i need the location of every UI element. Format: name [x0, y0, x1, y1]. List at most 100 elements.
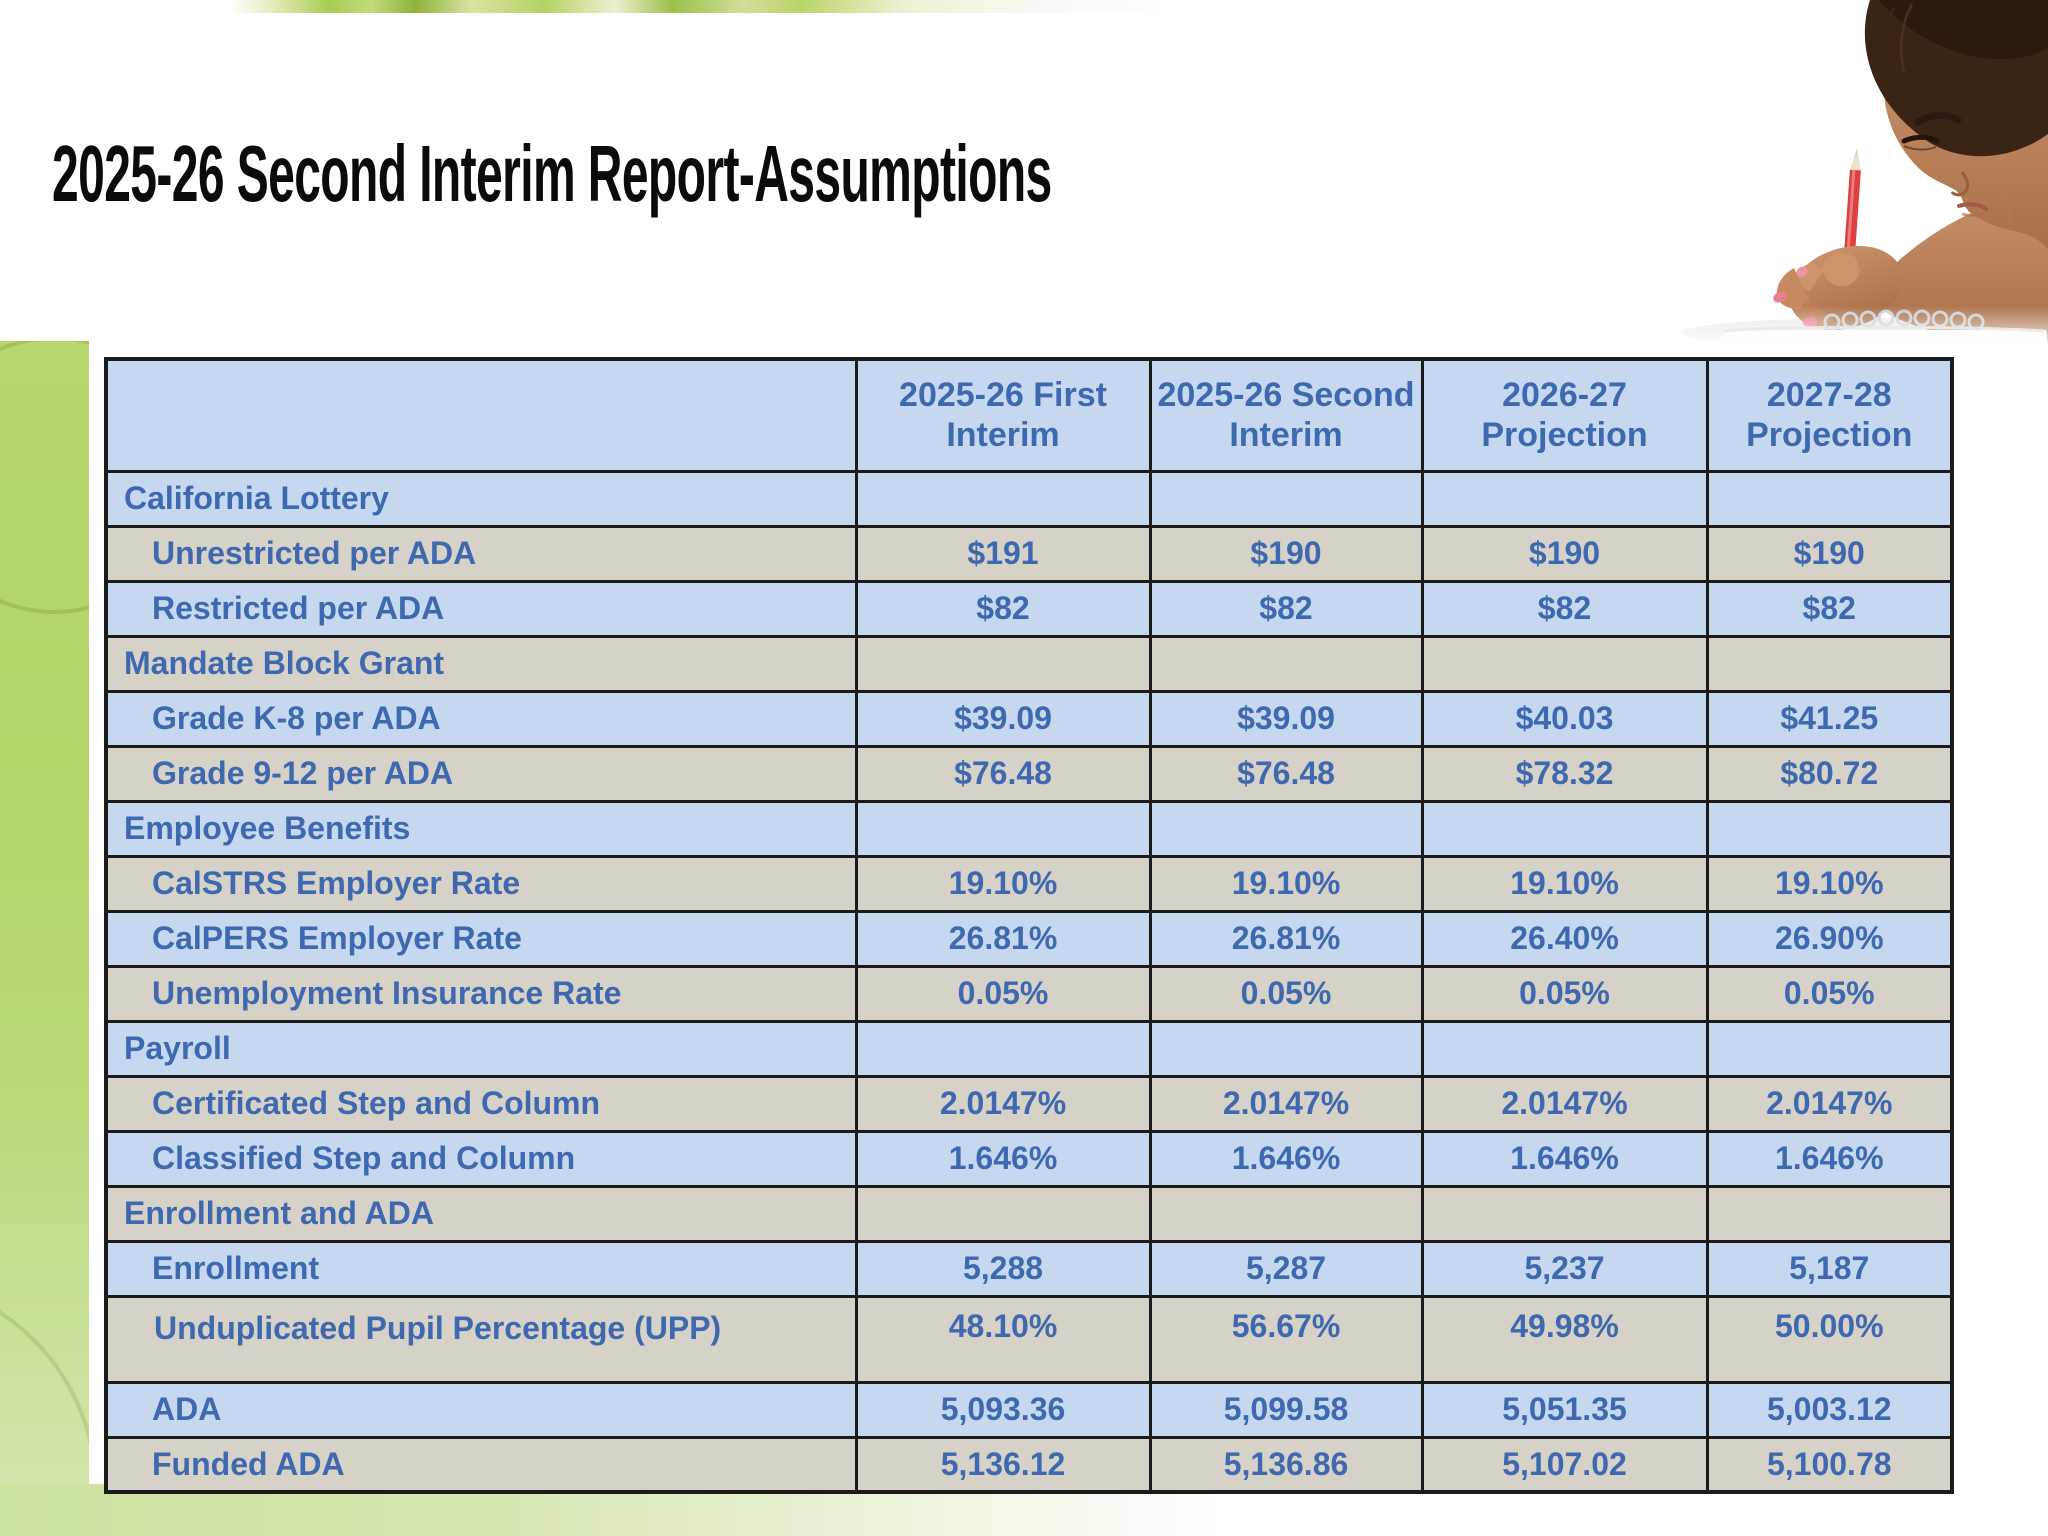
- cell-value: 5,093.36: [854, 1380, 1152, 1439]
- empty-cell: [1148, 1184, 1424, 1243]
- cell-value: 2.0147%: [1148, 1074, 1424, 1133]
- cell-value: 50.00%: [1705, 1294, 1954, 1384]
- cell-value: 2.0147%: [1705, 1074, 1954, 1133]
- cell-value: $40.03: [1420, 689, 1709, 748]
- table-row: Certificated Step and Column 2.0147% 2.0…: [104, 1074, 1954, 1133]
- cell-value: $82: [1420, 579, 1709, 638]
- cell-value: 5,099.58: [1148, 1380, 1424, 1439]
- empty-cell: [1148, 1019, 1424, 1078]
- empty-cell: [854, 634, 1152, 693]
- table-row: CalPERS Employer Rate 26.81% 26.81% 26.4…: [104, 909, 1954, 968]
- table-row: Grade 9-12 per ADA $76.48 $76.48 $78.32 …: [104, 744, 1954, 803]
- empty-cell: [1148, 634, 1424, 693]
- cell-value: 5,237: [1420, 1239, 1709, 1298]
- empty-cell: [1420, 1184, 1709, 1243]
- empty-cell: [1705, 634, 1954, 693]
- cell-value: 5,107.02: [1420, 1435, 1709, 1494]
- empty-cell: [1705, 1019, 1954, 1078]
- section-row: Mandate Block Grant: [104, 634, 1954, 693]
- row-label: Enrollment: [104, 1239, 858, 1298]
- cell-value: 0.05%: [1705, 964, 1954, 1023]
- cell-value: 5,287: [1148, 1239, 1424, 1298]
- cell-value: $39.09: [854, 689, 1152, 748]
- row-label: Funded ADA: [104, 1435, 858, 1494]
- cell-value: 5,288: [854, 1239, 1152, 1298]
- table-row: Unemployment Insurance Rate 0.05% 0.05% …: [104, 964, 1954, 1023]
- cell-value: 2.0147%: [1420, 1074, 1709, 1133]
- cell-value: 5,187: [1705, 1239, 1954, 1298]
- cell-value: 1.646%: [854, 1129, 1152, 1188]
- empty-cell: [1148, 469, 1424, 528]
- empty-cell: [1420, 799, 1709, 858]
- header-empty-cell: [104, 357, 858, 473]
- cell-value: 19.10%: [1420, 854, 1709, 913]
- cell-value: $190: [1705, 524, 1954, 583]
- cell-value: $190: [1148, 524, 1424, 583]
- cell-value: $39.09: [1148, 689, 1424, 748]
- decorative-circle: [0, 341, 89, 614]
- cell-value: 5,136.86: [1148, 1435, 1424, 1494]
- empty-cell: [1705, 799, 1954, 858]
- cell-value: $82: [1148, 579, 1424, 638]
- table-row: ADA 5,093.36 5,099.58 5,051.35 5,003.12: [104, 1380, 1954, 1439]
- cell-value: 48.10%: [854, 1294, 1152, 1384]
- row-label: Grade K-8 per ADA: [104, 689, 858, 748]
- cell-value: $78.32: [1420, 744, 1709, 803]
- empty-cell: [854, 1184, 1152, 1243]
- table-row: Enrollment 5,288 5,287 5,237 5,187: [104, 1239, 1954, 1298]
- cell-value: 5,051.35: [1420, 1380, 1709, 1439]
- cell-value: $82: [854, 579, 1152, 638]
- cell-value: $191: [854, 524, 1152, 583]
- cell-value: 5,003.12: [1705, 1380, 1954, 1439]
- cell-value: 5,136.12: [854, 1435, 1152, 1494]
- cell-value: 0.05%: [1420, 964, 1709, 1023]
- cell-value: 26.81%: [1148, 909, 1424, 968]
- table-row: Unrestricted per ADA $191 $190 $190 $190: [104, 524, 1954, 583]
- empty-cell: [1420, 1019, 1709, 1078]
- empty-cell: [854, 1019, 1152, 1078]
- cell-value: 19.10%: [1705, 854, 1954, 913]
- cell-value: $80.72: [1705, 744, 1954, 803]
- section-label: Mandate Block Grant: [104, 634, 858, 693]
- row-label: Grade 9-12 per ADA: [104, 744, 858, 803]
- row-label: CalPERS Employer Rate: [104, 909, 858, 968]
- section-label: Employee Benefits: [104, 799, 858, 858]
- cell-value: 19.10%: [1148, 854, 1424, 913]
- cell-value: $76.48: [854, 744, 1152, 803]
- section-row: Employee Benefits: [104, 799, 1954, 858]
- section-row: California Lottery: [104, 469, 1954, 528]
- left-green-band: [0, 341, 89, 1536]
- table-row: Restricted per ADA $82 $82 $82 $82: [104, 579, 1954, 638]
- column-header: 2027-28 Projection: [1705, 357, 1954, 473]
- row-label: Classified Step and Column: [104, 1129, 858, 1188]
- table-row: Funded ADA 5,136.12 5,136.86 5,107.02 5,…: [104, 1435, 1954, 1494]
- table-row: CalSTRS Employer Rate 19.10% 19.10% 19.1…: [104, 854, 1954, 913]
- assumptions-table: 2025-26 First Interim 2025-26 Second Int…: [104, 357, 1954, 1494]
- cell-value: 26.81%: [854, 909, 1152, 968]
- column-header: 2025-26 Second Interim: [1148, 357, 1424, 473]
- cell-value: 1.646%: [1705, 1129, 1954, 1188]
- empty-cell: [1705, 469, 1954, 528]
- row-label: Unemployment Insurance Rate: [104, 964, 858, 1023]
- row-label: Unrestricted per ADA: [104, 524, 858, 583]
- cell-value: 0.05%: [854, 964, 1152, 1023]
- column-header: 2025-26 First Interim: [854, 357, 1152, 473]
- cell-value: 49.98%: [1420, 1294, 1709, 1384]
- column-header: 2026-27 Projection: [1420, 357, 1709, 473]
- row-label: Unduplicated Pupil Percentage (UPP): [104, 1294, 858, 1384]
- table-row: Unduplicated Pupil Percentage (UPP) 48.1…: [104, 1294, 1954, 1384]
- table-row: Grade K-8 per ADA $39.09 $39.09 $40.03 $…: [104, 689, 1954, 748]
- cell-value: 5,100.78: [1705, 1435, 1954, 1494]
- cell-value: 1.646%: [1420, 1129, 1709, 1188]
- cell-value: 19.10%: [854, 854, 1152, 913]
- empty-cell: [1705, 1184, 1954, 1243]
- row-label: ADA: [104, 1380, 858, 1439]
- empty-cell: [1148, 799, 1424, 858]
- section-row: Payroll: [104, 1019, 1954, 1078]
- cell-value: $82: [1705, 579, 1954, 638]
- cell-value: $76.48: [1148, 744, 1424, 803]
- cell-value: 56.67%: [1148, 1294, 1424, 1384]
- section-label: Payroll: [104, 1019, 858, 1078]
- cell-value: $190: [1420, 524, 1709, 583]
